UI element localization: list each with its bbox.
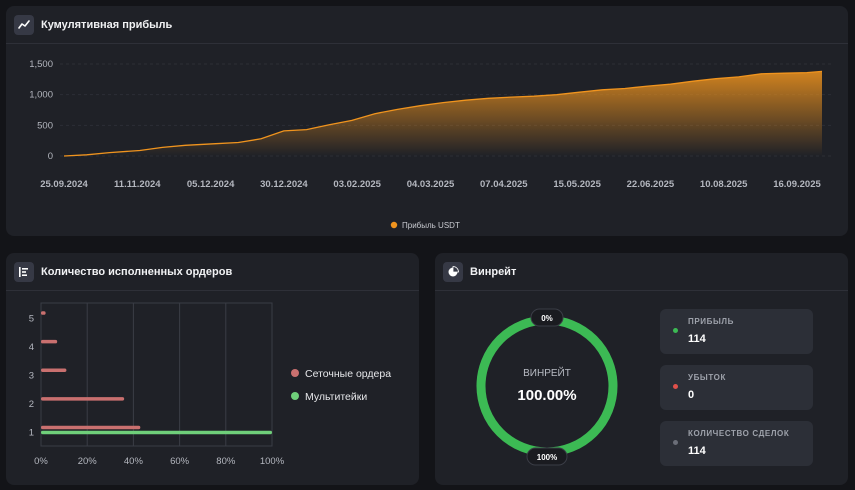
- bottom-badge-text: 100%: [537, 453, 557, 462]
- orders-chart: 0% 20% 40% 60% 80% 100% 1 2 3 4 5 Сеточные ордера…: [29, 302, 391, 467]
- winrate-arc: [476, 315, 618, 457]
- cumulative-profit-title: Кумулятивная прибыль: [41, 18, 173, 31]
- x-tick-label: 30.12.2024: [260, 179, 308, 190]
- x-tick-label: 11.11.2024: [114, 179, 161, 190]
- y-tick-label: 1: [29, 428, 34, 439]
- x-tick-label: 03.02.2025: [333, 179, 381, 190]
- list-bars-icon: [14, 261, 34, 282]
- bar-grid-2: [41, 397, 125, 401]
- stat-loss-value: 0: [688, 389, 695, 401]
- winrate-card: Винрейт ВИНРЕЙТ 100.00% 0% 100% ПРИБЫЛЬ …: [435, 253, 848, 485]
- y-tick-label: 4: [29, 342, 34, 353]
- legend-dot: [291, 392, 299, 400]
- x-tick-label: 15.05.2025: [553, 179, 601, 190]
- y-tick-label: 1,000: [29, 90, 53, 101]
- y-tick-label: 500: [37, 120, 53, 131]
- y-tick-label: 2: [29, 399, 34, 410]
- stat-trades-dot: [673, 440, 678, 445]
- orders-title: Количество исполненных ордеров: [41, 265, 233, 278]
- stat-loss-dot: [673, 384, 678, 389]
- profit-line: [63, 70, 823, 157]
- trend-line-icon: [14, 14, 34, 35]
- stat-profit-dot: [673, 328, 678, 333]
- x-tick-label: 16.09.2025: [773, 179, 821, 190]
- y-tick-label: 0: [48, 151, 53, 162]
- x-tick-label: 07.04.2025: [480, 179, 528, 190]
- x-tick-label: 04.03.2025: [407, 179, 455, 190]
- stat-loss-label: УБЫТОК: [688, 373, 726, 382]
- winrate-ring: ВИНРЕЙТ 100.00% 0% 100%: [476, 308, 618, 466]
- x-tick-label: 10.08.2025: [700, 179, 748, 190]
- x-tick-label: 22.06.2025: [627, 179, 675, 190]
- orders-card: Количество исполненных ордеров 0% 20% 40% 6…: [6, 253, 419, 485]
- stat-trades-value: 114: [688, 445, 706, 457]
- x-tick-label: 40%: [124, 456, 144, 467]
- legend-label-profit: Прибыль USDT: [402, 221, 460, 230]
- x-tick-label: 60%: [170, 456, 190, 467]
- stat-profit-label: ПРИБЫЛЬ: [688, 317, 734, 326]
- bottom-badge: [526, 447, 568, 466]
- pie-chart-icon: [443, 261, 463, 282]
- top-badge-text: 0%: [541, 314, 553, 323]
- legend-dot-profit: [390, 221, 398, 229]
- stat-trades: КОЛИЧЕСТВО СДЕЛОК 114: [660, 421, 813, 466]
- bar-grid-5: [41, 311, 46, 315]
- bar-grid-4: [41, 339, 58, 344]
- profit-area: [64, 71, 822, 156]
- y-tick-label: 5: [29, 313, 34, 324]
- bar-multitake-1: [41, 430, 272, 435]
- top-badge: [530, 308, 564, 327]
- x-tick-label: 100%: [260, 456, 285, 467]
- x-tick-label: 25.09.2024: [40, 179, 88, 190]
- y-tick-label: 1,500: [29, 59, 53, 70]
- stat-trades-label: КОЛИЧЕСТВО СДЕЛОК: [688, 429, 790, 438]
- legend-dot: [291, 369, 299, 377]
- x-tick-label: 05.12.2024: [187, 179, 235, 190]
- plot-frame: [40, 302, 273, 447]
- x-tick-label: 20%: [78, 456, 98, 467]
- bar-grid-1: [41, 425, 141, 430]
- winrate-center-value: 100.00%: [517, 387, 576, 404]
- bar-grid-3: [41, 368, 67, 372]
- x-tick-label: 80%: [216, 456, 236, 467]
- winrate-header: Винрейт: [435, 253, 848, 291]
- cumulative-profit-chart: 0 500 1,000 1,500 25.09.2024 11.11.2024 05.12…: [29, 59, 832, 230]
- winrate-title: Винрейт: [470, 265, 517, 278]
- orders-header: Количество исполненных ордеров: [6, 253, 419, 291]
- x-tick-label: 0%: [34, 456, 48, 467]
- legend-label: Мультитейки: [305, 391, 367, 403]
- y-tick-label: 3: [29, 371, 34, 382]
- legend-label: Сеточные ордера: [305, 368, 391, 380]
- stat-profit-value: 114: [688, 333, 706, 345]
- cumulative-profit-card: Кумулятивная прибыль 0 500 1,000 1,500 25.0…: [6, 6, 848, 236]
- stat-profit: ПРИБЫЛЬ 114: [660, 309, 813, 354]
- cumulative-profit-header: Кумулятивная прибыль: [6, 6, 848, 44]
- stat-loss: УБЫТОК 0: [660, 365, 813, 410]
- winrate-center-label: ВИНРЕЙТ: [523, 366, 571, 379]
